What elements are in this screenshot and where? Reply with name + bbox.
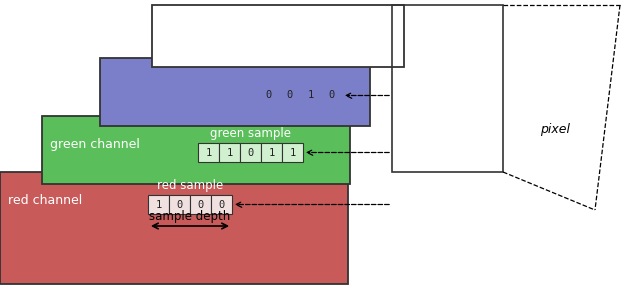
Bar [240, 143, 261, 162]
Bar [350, 28, 371, 47]
Text: 0: 0 [328, 90, 335, 101]
Bar [219, 143, 240, 162]
Text: sample depth: sample depth [149, 210, 230, 223]
Bar [211, 195, 232, 214]
Text: blue sample: blue sample [264, 70, 336, 83]
Text: 1: 1 [227, 148, 232, 157]
Text: 0: 0 [177, 200, 182, 209]
Text: 0: 0 [218, 200, 225, 209]
Bar [308, 28, 329, 47]
Bar [282, 143, 303, 162]
Text: 1: 1 [289, 148, 296, 157]
Text: blue channel: blue channel [107, 80, 188, 93]
Bar [300, 86, 321, 105]
Bar [152, 5, 404, 67]
Bar [190, 195, 211, 214]
Text: alpha sample: alpha sample [310, 12, 390, 25]
Text: 1: 1 [307, 90, 314, 101]
Text: 0: 0 [286, 90, 292, 101]
Bar [258, 86, 279, 105]
Bar [42, 116, 350, 184]
Text: alpha channel: alpha channel [160, 29, 248, 42]
Bar [148, 195, 169, 214]
Text: 1: 1 [316, 32, 322, 43]
Bar [100, 58, 370, 126]
Text: 0: 0 [337, 32, 342, 43]
Bar [392, 5, 503, 172]
Text: 0: 0 [357, 32, 364, 43]
Text: 1: 1 [268, 148, 275, 157]
Text: 1: 1 [156, 200, 162, 209]
Bar [371, 28, 392, 47]
Text: 0: 0 [197, 200, 204, 209]
Text: 0: 0 [378, 32, 385, 43]
Bar [0, 172, 348, 284]
Text: red channel: red channel [8, 194, 83, 207]
Bar [329, 28, 350, 47]
Text: green sample: green sample [210, 127, 291, 140]
Bar [169, 195, 190, 214]
Text: 1: 1 [205, 148, 212, 157]
Bar [198, 143, 219, 162]
Bar [321, 86, 342, 105]
Bar [279, 86, 300, 105]
Text: 0: 0 [248, 148, 253, 157]
Bar [261, 143, 282, 162]
Text: pixel: pixel [540, 124, 570, 137]
Text: 0: 0 [266, 90, 271, 101]
Text: green channel: green channel [50, 138, 140, 151]
Text: red sample: red sample [157, 179, 223, 192]
